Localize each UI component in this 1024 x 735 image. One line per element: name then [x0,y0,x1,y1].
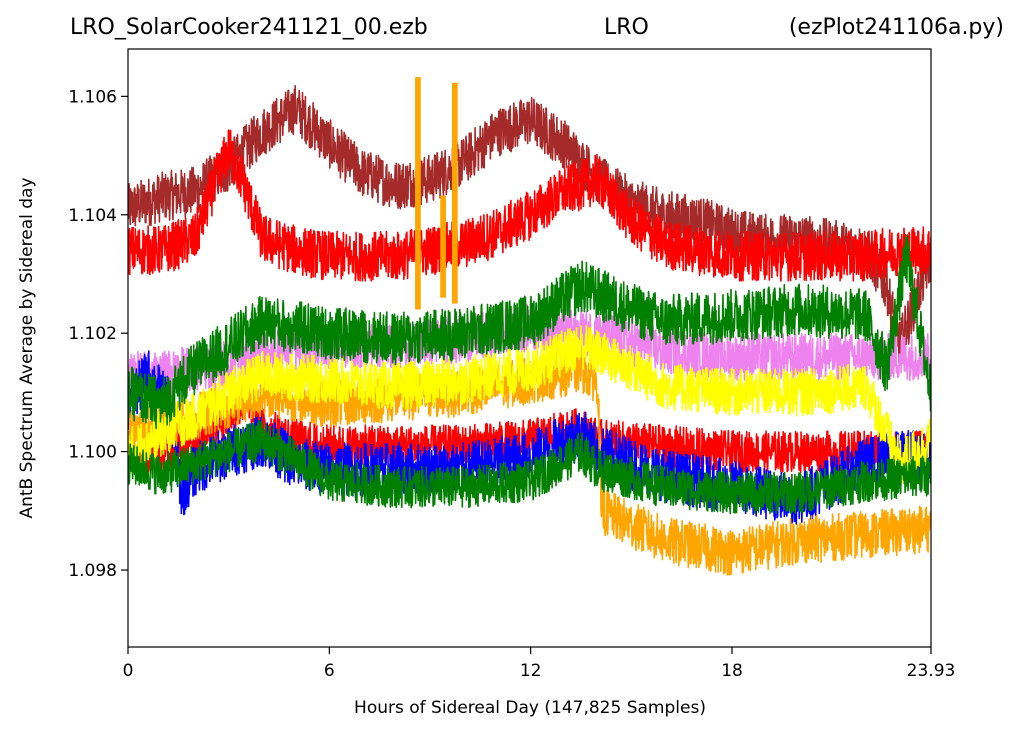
x-tick-label: 18 [721,661,743,681]
series-line-7 [128,325,931,484]
series-line-2 [128,129,931,282]
x-tick-label: 6 [324,661,335,681]
y-tick-label: 1.106 [68,87,117,107]
series-line-9 [128,419,931,515]
chart-title-script: (ezPlot241106a.py) [789,15,1004,40]
series-line-8 [128,234,931,430]
y-tick-label: 1.102 [68,324,117,344]
chart-title-filename: LRO_SolarCooker241121_00.ezb [70,15,428,40]
x-tick-label: 12 [520,661,542,681]
x-tick-label: 23.93 [907,661,956,681]
series-line-3 [128,303,931,398]
spike-1 [415,77,421,310]
y-axis-label: AntB Spectrum Average by Sidereal day [17,177,37,518]
x-tick-label: 0 [123,661,134,681]
spike-2 [451,83,458,304]
data-series [128,77,931,576]
y-tick-label: 1.098 [68,561,117,581]
x-axis-label: Hours of Sidereal Day (147,825 Samples) [354,698,706,718]
y-tick-label: 1.104 [68,206,117,226]
chart-title-site: LRO [604,15,649,40]
y-tick-label: 1.100 [68,443,117,463]
spike-3 [440,195,446,298]
x-axis-ticks: 0 6 12 18 23.93 [123,647,956,681]
series-line-6 [128,345,931,576]
y-axis-ticks: 1.098 1.100 1.102 1.104 1.106 [68,87,128,581]
plot-frame [127,48,932,648]
